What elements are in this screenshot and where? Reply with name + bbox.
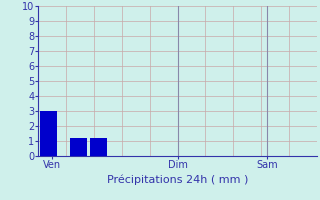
X-axis label: Précipitations 24h ( mm ): Précipitations 24h ( mm ) [107,174,248,185]
Bar [70,138,87,156]
Bar [40,111,57,156]
Bar [90,138,107,156]
